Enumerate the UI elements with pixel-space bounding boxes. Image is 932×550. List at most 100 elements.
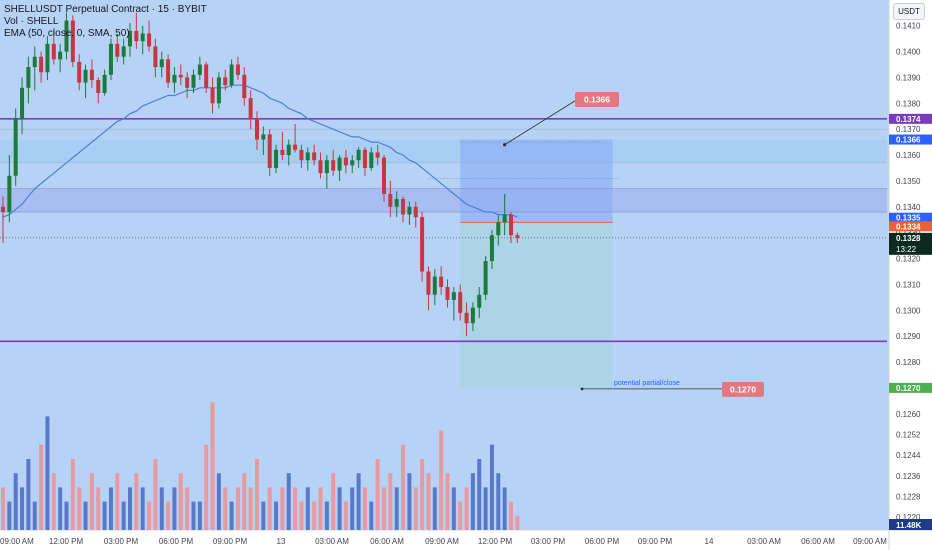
candle-body bbox=[458, 292, 463, 313]
candle-body bbox=[1, 206, 5, 212]
price-tick-label: 0.1228 bbox=[896, 493, 921, 502]
candle-body bbox=[147, 33, 152, 47]
time-tick-label: 03:00 PM bbox=[104, 537, 139, 546]
candle-body bbox=[432, 276, 437, 295]
countdown-text: 13:22 bbox=[896, 245, 917, 254]
candle-body bbox=[140, 33, 145, 42]
ema-indicator-label[interactable]: EMA (50, close, 0, SMA, 50) bbox=[4, 28, 130, 39]
volume-bar bbox=[64, 501, 69, 530]
price-tick-label: 0.1220 bbox=[896, 513, 921, 522]
volume-bar bbox=[235, 487, 240, 530]
candle-body bbox=[401, 199, 406, 215]
volume-bar bbox=[356, 473, 361, 530]
candle-body bbox=[445, 286, 450, 300]
candle-body bbox=[331, 160, 336, 171]
volume-bar bbox=[7, 501, 12, 530]
candle-body bbox=[293, 144, 298, 150]
candle-body bbox=[115, 43, 120, 57]
ema-line bbox=[2, 84, 518, 218]
candle-body bbox=[312, 152, 317, 161]
price-label-box bbox=[889, 221, 932, 232]
price-tick-label: 0.1340 bbox=[896, 203, 921, 212]
price-tick-label: 0.1350 bbox=[896, 177, 921, 186]
candle-body bbox=[470, 307, 475, 324]
candle-body bbox=[248, 98, 253, 119]
candle-body bbox=[229, 64, 234, 86]
candle-body bbox=[166, 59, 171, 83]
candle-body bbox=[375, 152, 380, 158]
volume-bar bbox=[172, 487, 177, 530]
volume-bar bbox=[305, 487, 310, 530]
volume-bar bbox=[39, 444, 44, 530]
volume-bar bbox=[331, 473, 336, 530]
price-label-box bbox=[889, 113, 932, 124]
price-label-box bbox=[889, 232, 932, 255]
volume-bar bbox=[223, 487, 228, 530]
candle-body bbox=[121, 46, 126, 57]
volume-bar bbox=[280, 487, 285, 530]
chart-legend: SHELLUSDT Perpetual Contract · 15 · BYBI… bbox=[4, 4, 207, 40]
volume-bar bbox=[337, 487, 342, 530]
candle-body bbox=[267, 134, 272, 168]
volume-bar bbox=[343, 501, 348, 530]
volume-bar bbox=[121, 501, 126, 530]
volume-bar bbox=[293, 487, 298, 530]
candle-body bbox=[299, 149, 304, 161]
time-tick-label: 03:00 AM bbox=[747, 537, 781, 546]
volume-bar bbox=[362, 487, 367, 530]
currency-button[interactable]: USDT bbox=[893, 3, 925, 20]
time-tick-label: 03:00 PM bbox=[531, 537, 566, 546]
price-tick-label: 0.1300 bbox=[896, 306, 921, 315]
candle-body bbox=[134, 30, 139, 42]
candle-body bbox=[509, 214, 513, 236]
candle-body bbox=[20, 87, 25, 119]
volume-bar bbox=[20, 487, 25, 530]
time-tick-label: 03:00 AM bbox=[315, 537, 349, 546]
time-tick-label: 09:00 AM bbox=[0, 537, 34, 546]
candle-body bbox=[388, 193, 393, 207]
symbol-title[interactable]: SHELLUSDT Perpetual Contract · 15 · BYBI… bbox=[4, 4, 207, 15]
time-tick-label: 06:00 PM bbox=[159, 537, 194, 546]
target-callout-text: 0.1366 bbox=[584, 95, 610, 105]
volume-bar bbox=[248, 487, 253, 530]
candle-body bbox=[362, 149, 367, 168]
volume-bar bbox=[299, 501, 304, 530]
volume-bar bbox=[51, 473, 56, 530]
candle-body bbox=[439, 276, 444, 287]
candle-body bbox=[356, 149, 361, 161]
candle-body bbox=[235, 64, 240, 75]
volume-bar bbox=[274, 501, 279, 530]
time-tick-label: 09:00 PM bbox=[213, 537, 248, 546]
volume-bar bbox=[286, 473, 291, 530]
candle-body bbox=[7, 175, 12, 212]
volume-bar bbox=[210, 402, 215, 530]
volume-bar bbox=[401, 444, 406, 530]
volume-bar bbox=[420, 459, 425, 530]
price-label-text: 0.1270 bbox=[896, 384, 921, 393]
candle-body bbox=[13, 118, 18, 176]
candle-body bbox=[515, 235, 520, 238]
volume-bar bbox=[255, 459, 259, 530]
volume-indicator-label[interactable]: Vol · SHELL bbox=[4, 16, 59, 27]
volume-bar bbox=[477, 459, 482, 530]
candle-body bbox=[318, 160, 323, 174]
volume-bar bbox=[407, 473, 412, 530]
volume-bar bbox=[496, 473, 501, 530]
price-tick-label: 0.1236 bbox=[896, 472, 921, 481]
volume-badge-text: 11.48K bbox=[896, 521, 922, 530]
candle-body bbox=[305, 152, 310, 161]
time-tick-label: 06:00 AM bbox=[801, 537, 835, 546]
volume-bar bbox=[83, 501, 88, 530]
candle-body bbox=[204, 64, 209, 88]
price-tick-label: 0.1244 bbox=[896, 451, 921, 460]
candle-body bbox=[178, 74, 183, 78]
time-tick-label: 12:00 PM bbox=[478, 537, 513, 546]
candle-body bbox=[210, 87, 215, 104]
volume-bar bbox=[89, 473, 94, 530]
volume-bar bbox=[134, 473, 139, 530]
price-tick-label: 0.1252 bbox=[896, 430, 921, 439]
volume-bar bbox=[229, 501, 234, 530]
price-tick-label: 0.1400 bbox=[896, 48, 921, 57]
